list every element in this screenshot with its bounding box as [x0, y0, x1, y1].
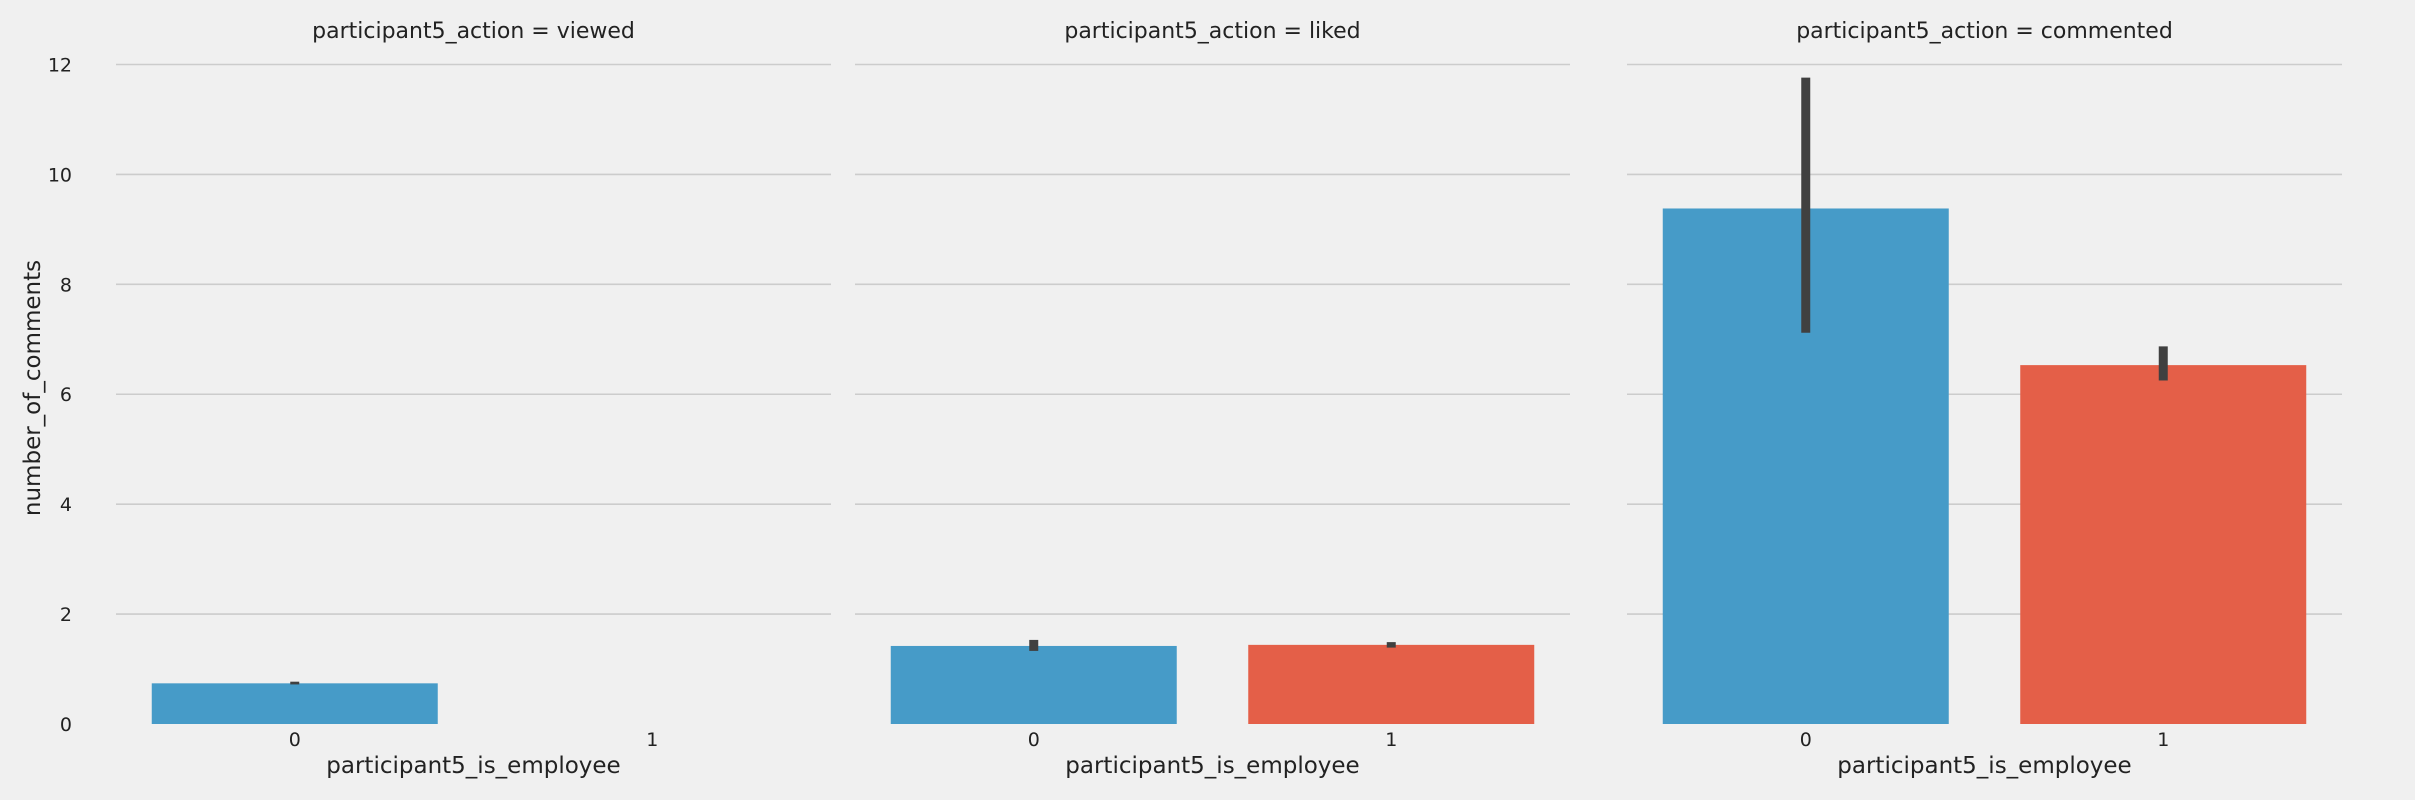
bar-1 — [2020, 365, 2307, 724]
panel-title: participant5_action = viewed — [312, 19, 635, 44]
y-axis-label: number_of_comments — [20, 260, 46, 516]
x-tick-label: 1 — [1385, 729, 1397, 751]
bar-0 — [890, 645, 1177, 724]
x-tick-label: 0 — [1800, 729, 1812, 751]
panel-3: 0 1 participant5_is_employee participant5_a… — [1627, 19, 2342, 779]
bar-0 — [151, 683, 438, 724]
panel-title: participant5_action = commented — [1796, 19, 2173, 44]
x-tick-label: 0 — [289, 729, 301, 751]
panel-2: 0 1 participant5_is_employee participant5_a… — [855, 19, 1570, 779]
x-tick-label: 1 — [646, 729, 658, 751]
y-tick-label: 0 — [60, 714, 72, 736]
bar-1 — [1248, 644, 1535, 724]
x-axis-label: participant5_is_employee — [1837, 753, 2131, 779]
y-tick-label: 6 — [60, 384, 72, 406]
y-tick-label: 12 — [48, 54, 72, 76]
y-tick-label: 10 — [48, 164, 72, 186]
panel-1: 0 2 4 6 8 10 12 0 1 participant5_is_employee parti… — [48, 19, 831, 779]
x-axis-label: participant5_is_employee — [326, 753, 620, 779]
y-tick-label: 4 — [60, 494, 72, 516]
panel-title: participant5_action = liked — [1064, 19, 1360, 44]
x-axis-label: participant5_is_employee — [1065, 753, 1359, 779]
y-tick-label: 2 — [60, 604, 72, 626]
y-tick-label: 8 — [60, 274, 72, 296]
x-tick-label: 1 — [2157, 729, 2169, 751]
x-tick-label: 0 — [1028, 729, 1040, 751]
